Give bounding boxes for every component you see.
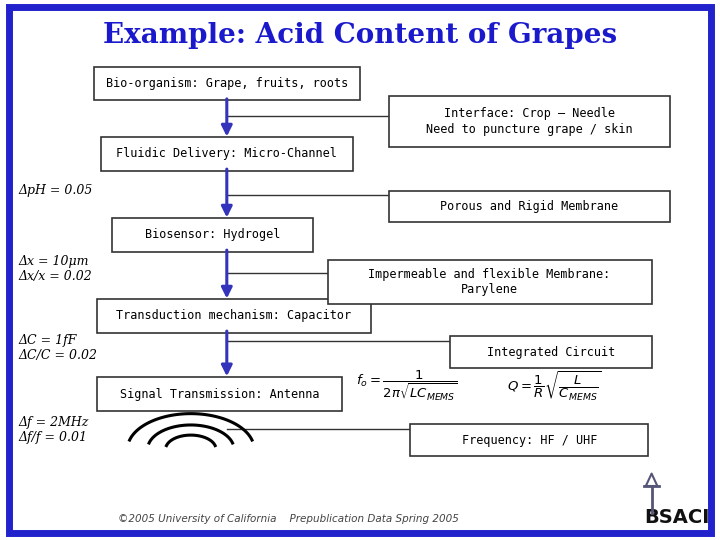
FancyBboxPatch shape	[389, 191, 670, 222]
Text: Biosensor: Hydrogel: Biosensor: Hydrogel	[145, 228, 280, 241]
FancyBboxPatch shape	[97, 299, 371, 333]
Text: Interface: Crop – Needle
Need to puncture grape / skin: Interface: Crop – Needle Need to punctur…	[426, 107, 632, 136]
Text: Δx = 10μm: Δx = 10μm	[18, 255, 89, 268]
FancyBboxPatch shape	[101, 137, 353, 171]
FancyBboxPatch shape	[112, 218, 313, 252]
Text: ©2005 University of California    Prepublication Data Spring 2005: ©2005 University of California Prepublic…	[117, 515, 459, 524]
Text: Impermeable and flexible Membrane:
Parylene: Impermeable and flexible Membrane: Paryl…	[369, 268, 611, 296]
Text: Bio-organism: Grape, fruits, roots: Bio-organism: Grape, fruits, roots	[106, 77, 348, 90]
Text: $Q = \dfrac{1}{R}\sqrt{\dfrac{L}{C_{MEMS}}}$: $Q = \dfrac{1}{R}\sqrt{\dfrac{L}{C_{MEMS…	[507, 369, 602, 403]
Text: Δf = 2MHz: Δf = 2MHz	[18, 416, 89, 429]
Text: Integrated Circuit: Integrated Circuit	[487, 346, 615, 359]
Text: Porous and Rigid Membrane: Porous and Rigid Membrane	[440, 200, 618, 213]
FancyBboxPatch shape	[328, 260, 652, 304]
FancyBboxPatch shape	[94, 67, 360, 100]
Text: ΔpH = 0.05: ΔpH = 0.05	[18, 184, 92, 197]
FancyBboxPatch shape	[450, 336, 652, 368]
Text: ΔC/C = 0.02: ΔC/C = 0.02	[18, 349, 97, 362]
Text: Example: Acid Content of Grapes: Example: Acid Content of Grapes	[103, 22, 617, 49]
Text: Δx/x = 0.02: Δx/x = 0.02	[18, 270, 91, 283]
FancyBboxPatch shape	[9, 7, 711, 533]
Text: Fluidic Delivery: Micro-Channel: Fluidic Delivery: Micro-Channel	[117, 147, 337, 160]
FancyBboxPatch shape	[389, 96, 670, 147]
Text: $f_o = \dfrac{1}{2\pi\sqrt{LC_{MEMS}}}$: $f_o = \dfrac{1}{2\pi\sqrt{LC_{MEMS}}}$	[356, 369, 458, 403]
Text: Signal Transmission: Antenna: Signal Transmission: Antenna	[120, 388, 320, 401]
Text: BSACI: BSACI	[644, 508, 709, 527]
Text: Frequency: HF / UHF: Frequency: HF / UHF	[462, 434, 597, 447]
Text: Δf/f = 0.01: Δf/f = 0.01	[18, 431, 87, 444]
FancyBboxPatch shape	[97, 377, 342, 411]
Text: Transduction mechanism: Capacitor: Transduction mechanism: Capacitor	[117, 309, 351, 322]
Text: ΔC = 1fF: ΔC = 1fF	[18, 334, 76, 347]
FancyBboxPatch shape	[410, 424, 648, 456]
